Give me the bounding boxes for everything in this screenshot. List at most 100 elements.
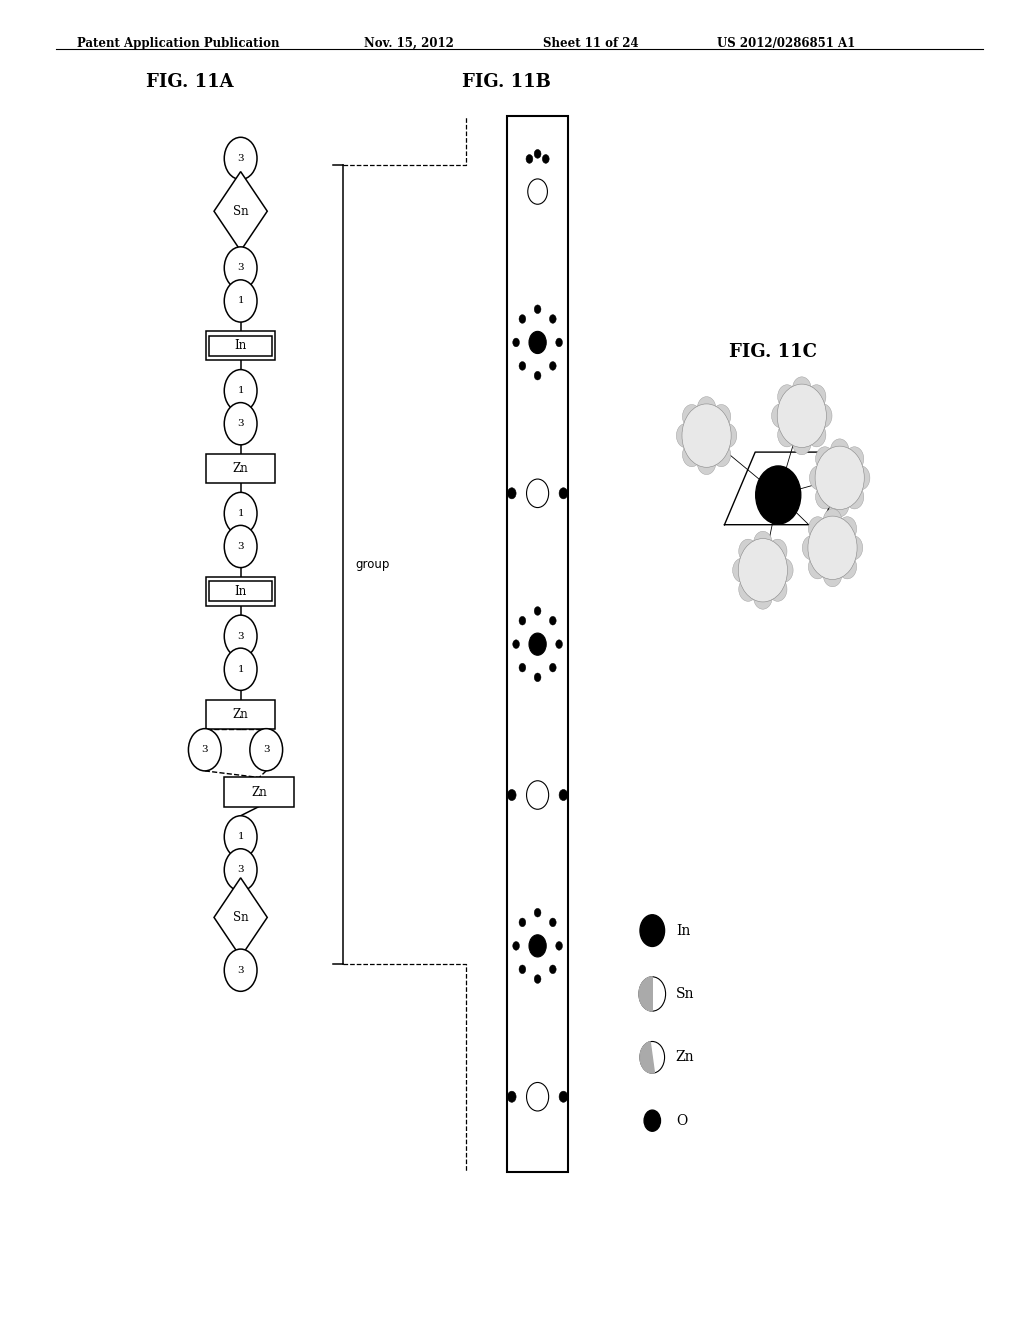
Circle shape [529, 935, 546, 957]
Text: 1: 1 [238, 665, 244, 673]
Text: 3: 3 [202, 746, 208, 754]
Circle shape [526, 154, 532, 164]
Text: Zn: Zn [232, 462, 249, 475]
Circle shape [543, 154, 549, 164]
Circle shape [815, 446, 864, 510]
Circle shape [224, 370, 257, 412]
Circle shape [639, 977, 666, 1011]
Circle shape [556, 941, 562, 950]
Circle shape [224, 492, 257, 535]
Circle shape [513, 941, 519, 950]
Text: Sn: Sn [232, 205, 249, 218]
Circle shape [640, 915, 665, 946]
Bar [206, 577, 275, 606]
Text: 1: 1 [238, 833, 244, 841]
Bar [224, 777, 294, 807]
Text: 1: 1 [238, 387, 244, 395]
Circle shape [224, 247, 257, 289]
Circle shape [682, 404, 731, 467]
Circle shape [808, 516, 827, 541]
Circle shape [526, 1082, 549, 1111]
Text: Zn: Zn [676, 1051, 694, 1064]
Circle shape [844, 536, 863, 560]
Circle shape [535, 974, 541, 983]
Circle shape [224, 816, 257, 858]
Circle shape [535, 607, 541, 615]
Circle shape [768, 539, 787, 564]
Circle shape [738, 539, 787, 602]
Circle shape [519, 314, 525, 323]
Circle shape [188, 729, 221, 771]
Circle shape [224, 280, 257, 322]
Circle shape [529, 331, 546, 354]
Circle shape [777, 384, 797, 409]
Text: 3: 3 [238, 154, 244, 162]
Polygon shape [214, 172, 267, 251]
Circle shape [559, 488, 567, 499]
Circle shape [224, 949, 257, 991]
Circle shape [513, 338, 519, 347]
Circle shape [823, 562, 842, 587]
Text: Nov. 15, 2012: Nov. 15, 2012 [364, 37, 454, 50]
Circle shape [224, 648, 257, 690]
Circle shape [777, 422, 797, 447]
Circle shape [774, 558, 794, 582]
Circle shape [519, 362, 525, 371]
Circle shape [526, 780, 549, 809]
Circle shape [738, 539, 758, 564]
Circle shape [535, 673, 541, 681]
Circle shape [535, 908, 541, 917]
Text: Patent Application Publication: Patent Application Publication [77, 37, 280, 50]
Circle shape [644, 1110, 660, 1131]
Circle shape [519, 965, 525, 974]
Text: Zn: Zn [232, 708, 249, 721]
Text: 3: 3 [238, 632, 244, 640]
Bar [206, 700, 275, 729]
Circle shape [845, 446, 864, 471]
Circle shape [738, 577, 758, 602]
Circle shape [519, 917, 525, 927]
Circle shape [815, 484, 835, 510]
Circle shape [754, 531, 772, 556]
Circle shape [777, 384, 826, 447]
Text: Sn: Sn [232, 911, 249, 924]
Circle shape [224, 137, 257, 180]
Circle shape [519, 663, 525, 672]
Circle shape [845, 484, 864, 510]
Circle shape [851, 466, 870, 490]
Bar [206, 454, 275, 483]
Circle shape [697, 450, 716, 475]
Circle shape [768, 577, 787, 602]
Circle shape [802, 536, 821, 560]
Text: FIG. 11C: FIG. 11C [729, 343, 817, 362]
Circle shape [535, 305, 541, 314]
Bar [206, 331, 275, 360]
Text: In: In [234, 339, 247, 352]
Circle shape [550, 314, 556, 323]
Circle shape [712, 404, 731, 429]
Circle shape [718, 424, 737, 447]
Circle shape [224, 615, 257, 657]
Circle shape [550, 663, 556, 672]
Circle shape [809, 466, 828, 490]
Circle shape [559, 789, 567, 800]
Circle shape [559, 1092, 567, 1102]
Circle shape [535, 149, 541, 158]
Text: 3: 3 [238, 420, 244, 428]
Circle shape [808, 554, 827, 579]
Circle shape [815, 446, 835, 471]
Circle shape [732, 558, 752, 582]
Circle shape [793, 430, 811, 455]
Circle shape [676, 424, 695, 447]
Circle shape [224, 403, 257, 445]
Text: group: group [355, 558, 390, 570]
Circle shape [640, 1041, 665, 1073]
Circle shape [250, 729, 283, 771]
Text: Sheet 11 of 24: Sheet 11 of 24 [543, 37, 638, 50]
Circle shape [550, 965, 556, 974]
Circle shape [807, 422, 826, 447]
Wedge shape [640, 1041, 654, 1073]
Circle shape [224, 525, 257, 568]
Bar [209, 337, 272, 356]
Text: In: In [676, 924, 690, 937]
